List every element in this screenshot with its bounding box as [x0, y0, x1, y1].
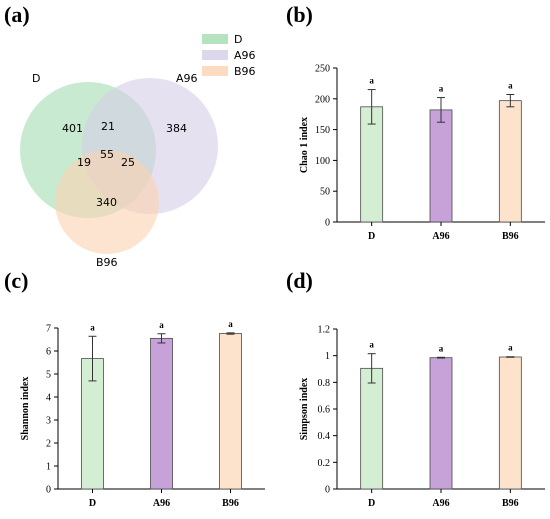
significance-label-c-d: a — [90, 322, 95, 332]
legend-swatch-b96 — [202, 66, 228, 76]
bar-d-a96 — [429, 357, 453, 490]
y-tick-label-d: 0.4 — [318, 431, 331, 442]
venn-set-label-a96: A96 — [176, 72, 198, 85]
significance-label-b-b96: a — [508, 80, 513, 90]
x-tick-label-c-a96: A96 — [153, 498, 170, 509]
y-tick-label-b: 50 — [320, 187, 330, 198]
x-tick-label-b-a96: A96 — [432, 231, 449, 242]
y-axis-label-b: Chao 1 index — [299, 117, 310, 173]
y-tick-label-d: 0 — [325, 485, 330, 496]
legend-label-d: D — [234, 33, 242, 46]
legend-swatch-d — [202, 34, 228, 44]
significance-label-b-a96: a — [439, 84, 444, 94]
y-tick-label-c: 1 — [46, 462, 51, 473]
bar-b-b96 — [498, 100, 522, 223]
y-tick-label-c: 0 — [46, 485, 51, 496]
significance-label-c-a96: a — [159, 320, 164, 330]
x-tick-label-d-a96: A96 — [432, 498, 449, 509]
y-tick-label-c: 3 — [46, 416, 51, 427]
venn-count-d-a96: 21 — [101, 120, 115, 133]
y-tick-label-c: 7 — [46, 324, 51, 335]
x-tick-label-c-b96: B96 — [222, 498, 239, 509]
y-axis-label-c: Shannon index — [20, 377, 31, 441]
x-tick-label-b-b96: B96 — [502, 231, 519, 242]
panel-label-c: (c) — [4, 268, 29, 293]
y-tick-label-b: 200 — [315, 94, 330, 105]
x-tick-label-d-b96: B96 — [502, 498, 519, 509]
venn-count-d-b96: 19 — [77, 156, 91, 169]
venn-count-a96-only: 384 — [166, 122, 187, 135]
venn-count-a96-b96: 25 — [121, 156, 135, 169]
significance-label-d-a96: a — [439, 343, 444, 353]
y-axis-label-d: Simpson index — [299, 378, 310, 441]
significance-label-d-b96: a — [508, 343, 513, 353]
bar-c-a96 — [150, 337, 173, 490]
venn-count-b96-only: 340 — [96, 196, 117, 209]
significance-label-c-b96: a — [228, 319, 233, 329]
venn-count-all: 55 — [100, 148, 114, 161]
venn-circle-b96 — [55, 150, 159, 254]
panel-label-a: (a) — [4, 2, 30, 27]
y-tick-label-c: 6 — [46, 347, 51, 358]
y-tick-label-d: 0.8 — [318, 378, 331, 389]
y-tick-label-b: 250 — [315, 64, 330, 75]
y-tick-label-d: 0.2 — [318, 458, 331, 469]
y-tick-label-b: 100 — [315, 156, 330, 167]
legend-label-b96: B96 — [234, 65, 256, 78]
bar-b-a96 — [429, 109, 453, 223]
venn-set-label-d: D — [32, 72, 40, 85]
y-tick-label-c: 4 — [46, 393, 51, 404]
y-tick-label-b: 0 — [325, 218, 330, 229]
venn-set-label-b96: B96 — [96, 256, 118, 269]
x-tick-label-d-d: D — [368, 498, 375, 509]
legend-label-a96: A96 — [234, 49, 256, 62]
significance-label-d-d: a — [369, 340, 374, 350]
y-tick-label-d: 0.6 — [318, 405, 331, 416]
bar-d-b96 — [498, 356, 522, 490]
bar-d-d — [360, 367, 384, 490]
venn-count-d-only: 401 — [62, 122, 83, 135]
y-tick-label-c: 5 — [46, 370, 51, 381]
panel-label-d: (d) — [286, 268, 313, 293]
x-tick-label-b-d: D — [368, 231, 375, 242]
x-tick-label-c-d: D — [89, 498, 96, 509]
legend-swatch-a96 — [202, 50, 228, 60]
significance-label-b-d: a — [369, 76, 374, 86]
y-tick-label-b: 150 — [315, 125, 330, 136]
y-tick-label-c: 2 — [46, 439, 51, 450]
y-tick-label-d: 1 — [325, 351, 330, 362]
panel-label-b: (b) — [286, 2, 313, 27]
bar-c-b96 — [219, 333, 242, 490]
y-tick-label-d: 1.2 — [318, 325, 331, 336]
